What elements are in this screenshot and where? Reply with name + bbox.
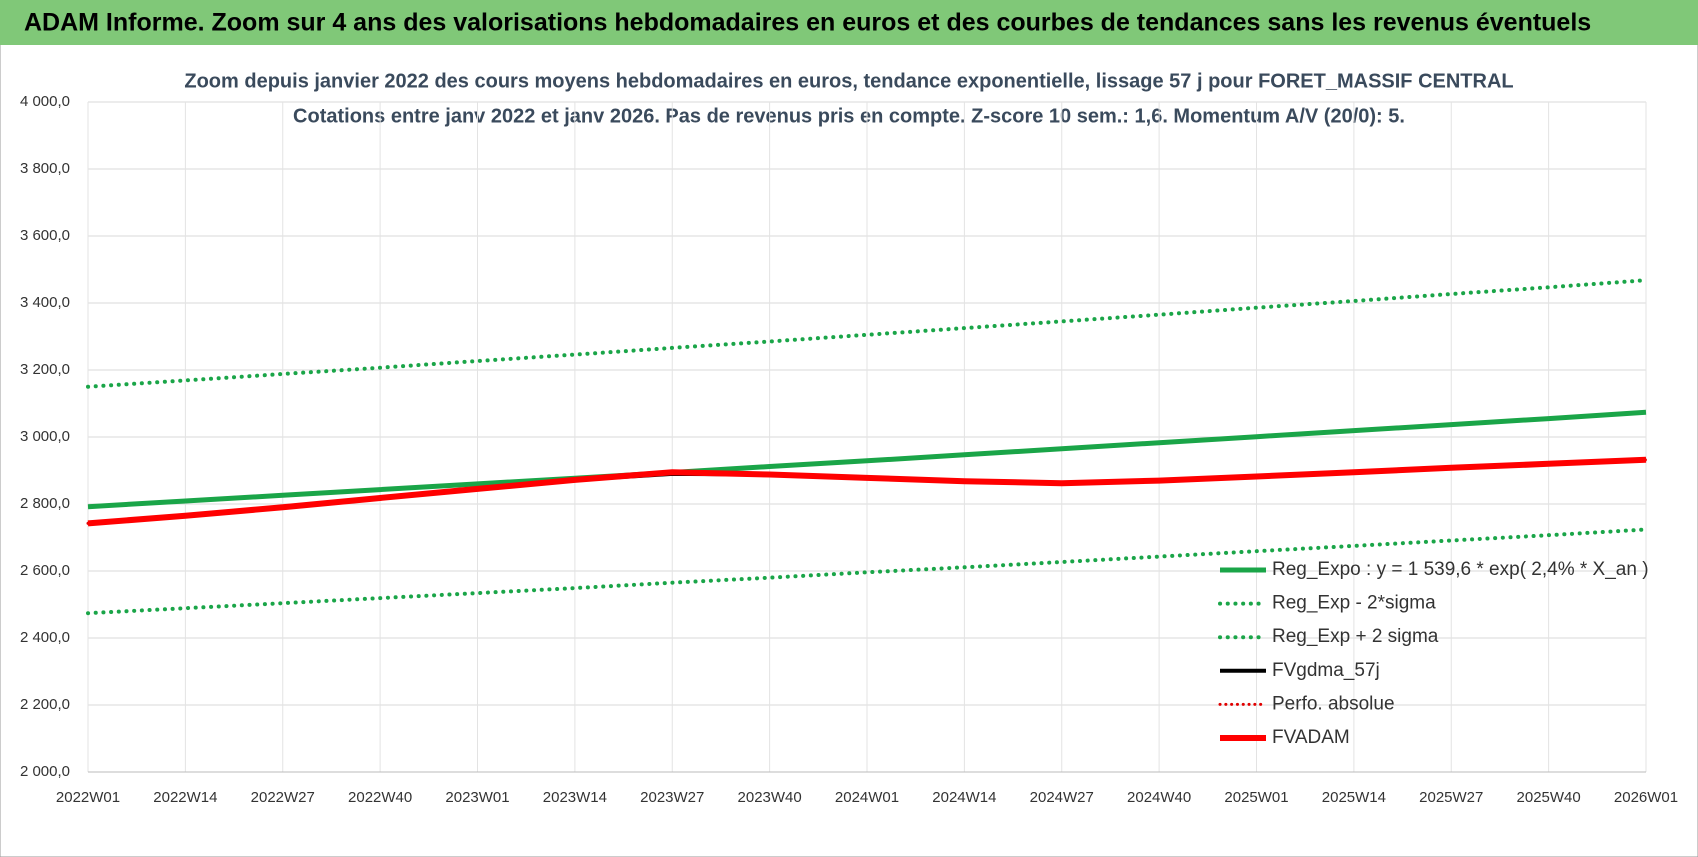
- x-tick-label: 2022W01: [56, 789, 120, 806]
- series-line: [86, 278, 1648, 389]
- y-tick-label: 2 400,0: [20, 629, 70, 646]
- legend-label: Reg_Expo : y = 1 539,6 * exp( 2,4% * X_a…: [1272, 559, 1649, 580]
- y-tick-label: 2 600,0: [20, 562, 70, 579]
- legend-label: FVADAM: [1272, 727, 1350, 748]
- x-tick-label: 2023W14: [543, 789, 607, 806]
- y-tick-label: 3 200,0: [20, 361, 70, 378]
- x-tick-label: 2024W14: [932, 789, 996, 806]
- x-tick-label: 2024W01: [835, 789, 899, 806]
- x-tick-label: 2024W27: [1030, 789, 1094, 806]
- x-tick-label: 2025W40: [1517, 789, 1581, 806]
- page-title: ADAM Informe. Zoom sur 4 ans des valoris…: [24, 9, 1591, 37]
- chart-subtitle: Cotations entre janv 2022 et janv 2026. …: [293, 105, 1405, 127]
- x-tick-label: 2023W27: [640, 789, 704, 806]
- x-tick-label: 2026W01: [1614, 789, 1678, 806]
- x-tick-label: 2022W40: [348, 789, 412, 806]
- series-line: [86, 527, 1648, 616]
- x-tick-label: 2024W40: [1127, 789, 1191, 806]
- x-tick-label: 2022W27: [251, 789, 315, 806]
- y-tick-label: 2 200,0: [20, 696, 70, 713]
- y-tick-label: 2 800,0: [20, 495, 70, 512]
- chart-title: Zoom depuis janvier 2022 des cours moyen…: [184, 70, 1513, 92]
- y-tick-label: 3 400,0: [20, 294, 70, 311]
- x-tick-label: 2022W14: [153, 789, 217, 806]
- y-tick-label: 2 000,0: [20, 763, 70, 780]
- y-tick-label: 3 600,0: [20, 227, 70, 244]
- x-tick-label: 2023W01: [445, 789, 509, 806]
- legend-label: FVgdma_57j: [1272, 660, 1380, 681]
- x-tick-label: 2025W27: [1419, 789, 1483, 806]
- y-tick-label: 4 000,0: [20, 93, 70, 110]
- x-tick-label: 2023W40: [738, 789, 802, 806]
- legend-label: Perfo. absolue: [1272, 693, 1395, 714]
- legend-label: Reg_Exp + 2 sigma: [1272, 626, 1439, 647]
- x-tick-label: 2025W14: [1322, 789, 1386, 806]
- y-tick-label: 3 000,0: [20, 428, 70, 445]
- series-line: [87, 409, 1647, 510]
- series-line: [87, 456, 1647, 527]
- y-tick-label: 3 800,0: [20, 160, 70, 177]
- x-tick-label: 2025W01: [1224, 789, 1288, 806]
- title-bar: [0, 0, 1698, 45]
- legend-label: Reg_Exp - 2*sigma: [1272, 593, 1436, 614]
